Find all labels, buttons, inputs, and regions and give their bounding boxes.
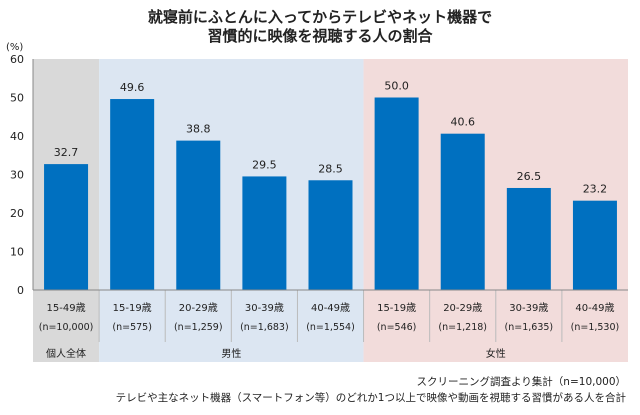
- bar-value-label: 26.5: [517, 170, 542, 183]
- bar-value-label: 23.2: [583, 183, 608, 196]
- y-tick-label: 20: [10, 207, 24, 220]
- bar-value-label: 28.5: [318, 162, 343, 175]
- chart-title-line-1: 就寝前にふとんに入ってからテレビやネット機器で: [147, 8, 493, 26]
- bar: [176, 140, 221, 290]
- y-tick-label: 50: [10, 92, 24, 105]
- category-n-label: (n=1,218): [438, 322, 487, 333]
- category-n-label: (n=10,000): [39, 322, 94, 333]
- bar-value-label: 50.0: [384, 80, 409, 93]
- bar-value-label: 49.6: [120, 81, 145, 94]
- category-n-label: (n=546): [377, 322, 417, 333]
- bar: [374, 97, 419, 290]
- chart-title: 就寝前にふとんに入ってからテレビやネット機器で 習慣的に映像を視聴する人の割合: [0, 8, 640, 46]
- category-age-label: 40-49歳: [311, 302, 350, 314]
- category-n-label: (n=1,683): [240, 322, 289, 333]
- category-age-label: 40-49歳: [575, 302, 614, 314]
- footnote-definition: テレビや主なネット機器（スマートフォン等）のどれか1つ以上で映像や動画を視聴する…: [115, 392, 626, 404]
- bar: [44, 164, 89, 290]
- bar-value-label: 38.8: [186, 123, 211, 136]
- category-n-label: (n=1,635): [505, 322, 554, 333]
- y-tick-label: 60: [10, 53, 24, 66]
- y-tick-label: 30: [10, 169, 24, 182]
- category-n-label: (n=575): [112, 322, 152, 333]
- category-age-label: 20-29歳: [443, 302, 482, 314]
- bar: [242, 176, 287, 290]
- category-n-label: (n=1,259): [174, 322, 223, 333]
- bar-value-label: 32.7: [54, 146, 79, 159]
- group-label: 男性: [221, 347, 241, 360]
- chart-title-line-2: 習慣的に映像を視聴する人の割合: [207, 27, 433, 45]
- y-axis-unit: (%): [6, 42, 23, 53]
- footnote-source: スクリーニング調査より集計（n=10,000）: [416, 376, 626, 388]
- y-tick-label: 10: [10, 246, 24, 259]
- bar: [308, 180, 353, 290]
- bar: [572, 200, 617, 290]
- bar: [440, 133, 485, 290]
- category-age-label: 30-39歳: [245, 302, 284, 314]
- y-tick-label: 40: [10, 130, 24, 143]
- bar: [110, 99, 155, 290]
- category-n-label: (n=1,554): [306, 322, 355, 333]
- group-label: 女性: [486, 347, 506, 360]
- y-tick-label: 0: [17, 284, 24, 297]
- bar-value-label: 40.6: [450, 116, 475, 129]
- category-n-label: (n=1,530): [571, 322, 620, 333]
- category-age-label: 15-49歳: [47, 302, 86, 314]
- category-age-label: 20-29歳: [179, 302, 218, 314]
- category-age-label: 30-39歳: [509, 302, 548, 314]
- group-label: 個人全体: [46, 347, 86, 360]
- category-age-label: 15-19歳: [113, 302, 152, 314]
- category-age-label: 15-19歳: [377, 302, 416, 314]
- bar: [506, 187, 551, 290]
- bar-value-label: 29.5: [252, 158, 277, 171]
